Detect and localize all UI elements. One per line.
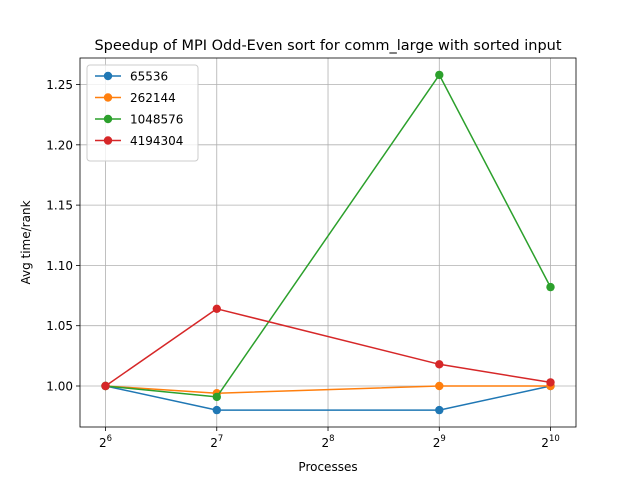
data-point bbox=[435, 70, 444, 80]
series-line-65536 bbox=[105, 385, 551, 411]
x-tick-label: 27 bbox=[210, 434, 223, 450]
y-tick-label: 1.20 bbox=[46, 138, 73, 152]
x-tick-label: 210 bbox=[541, 434, 559, 450]
x-axis-ticks: 26 27 28 29 210 bbox=[99, 427, 560, 450]
legend-marker bbox=[103, 93, 113, 102]
legend: 65536 262144 1048576 4194304 bbox=[86, 64, 199, 162]
legend-marker bbox=[103, 71, 113, 81]
y-axis-label: Avg time/rank bbox=[19, 200, 33, 284]
x-tick-label: 28 bbox=[321, 434, 334, 450]
y-axis-ticks: 1.00 1.05 1.10 1.15 1.20 1.25 bbox=[46, 78, 80, 394]
data-point bbox=[546, 282, 555, 292]
legend-marker bbox=[103, 136, 113, 145]
data-point bbox=[435, 405, 444, 415]
x-tick-label: 29 bbox=[433, 434, 446, 450]
legend-label: 65536 bbox=[130, 70, 168, 84]
grid-lines bbox=[80, 58, 576, 427]
data-point bbox=[101, 381, 110, 391]
y-tick-label: 1.00 bbox=[46, 380, 73, 394]
data-point bbox=[212, 392, 221, 402]
data-point bbox=[546, 378, 555, 387]
chart-title: Speedup of MPI Odd-Even sort for comm_la… bbox=[94, 38, 561, 54]
y-tick-label: 1.10 bbox=[46, 259, 73, 273]
legend-label: 262144 bbox=[130, 91, 176, 105]
series-layer bbox=[101, 70, 555, 415]
series-line-4194304 bbox=[105, 308, 551, 387]
x-tick-label: 26 bbox=[99, 434, 112, 450]
y-tick-label: 1.05 bbox=[46, 319, 73, 333]
legend-marker bbox=[103, 114, 113, 124]
data-point bbox=[435, 381, 444, 391]
legend-box bbox=[86, 64, 199, 162]
y-tick-label: 1.15 bbox=[46, 199, 73, 213]
data-point bbox=[435, 360, 444, 369]
y-tick-label: 1.25 bbox=[46, 78, 73, 92]
series-line-262144 bbox=[105, 385, 551, 394]
legend-label: 1048576 bbox=[130, 113, 183, 127]
series-line-1048576 bbox=[105, 74, 552, 398]
legend-label: 4194304 bbox=[130, 134, 183, 148]
data-point bbox=[212, 405, 221, 415]
x-axis-label: Processes bbox=[298, 460, 357, 474]
data-point bbox=[212, 304, 221, 313]
